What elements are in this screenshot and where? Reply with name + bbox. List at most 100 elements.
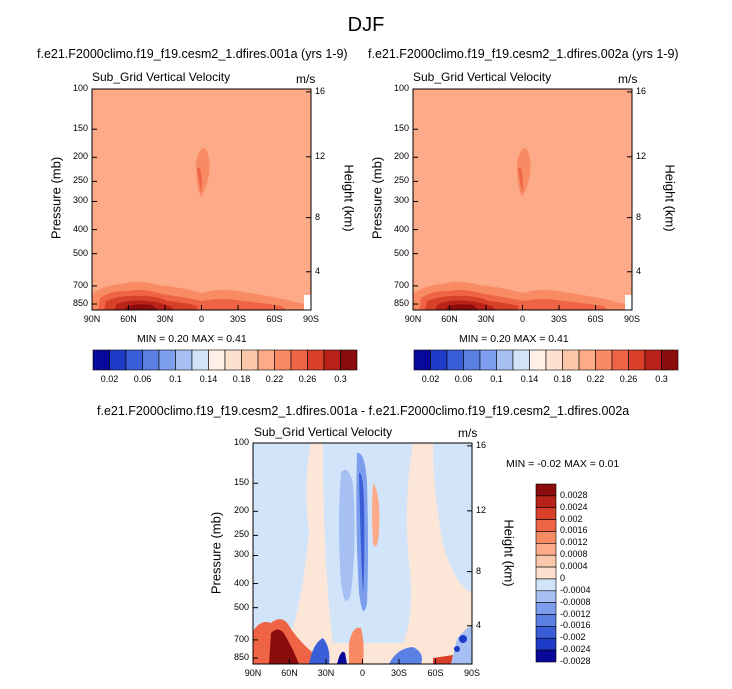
topography-mask	[304, 295, 311, 310]
y2-tick-label: 8	[476, 565, 482, 576]
y-tick-label: 300	[233, 549, 249, 560]
colorbar-swatch	[175, 349, 193, 371]
y2-tick-label: 8	[315, 211, 321, 222]
colorbar-label: -0.0016	[560, 620, 591, 631]
x-tick-label: 60N	[281, 668, 298, 678]
colorbar-swatch	[578, 349, 596, 371]
colorbar-swatch	[535, 566, 557, 580]
colorbar-swatch	[446, 349, 464, 371]
y-tick-label: 100	[393, 83, 409, 93]
x-tick-label: 60N	[441, 314, 458, 324]
y-tick-label: 850	[393, 298, 409, 309]
x-tick-label: 30N	[156, 314, 174, 324]
contour-region	[372, 483, 380, 547]
contour-region	[451, 625, 472, 664]
y-tick-label: 850	[233, 652, 249, 663]
colorbar-label: 0.06	[454, 374, 473, 384]
colorbar-label: 0.22	[265, 374, 284, 384]
x-tick-label: 0	[359, 668, 365, 678]
colorbar-swatch	[158, 349, 176, 371]
colorbar-swatch	[430, 349, 448, 371]
colorbar-label: -0.0012	[560, 608, 591, 619]
colorbar-label: 0.18	[232, 374, 251, 384]
contour-region	[337, 651, 347, 664]
colorbar-swatch	[274, 349, 292, 371]
x-tick-label: 60S	[587, 314, 604, 324]
field-background	[92, 89, 311, 310]
figure-title: DJF	[347, 14, 385, 36]
colorbar-swatch	[224, 349, 242, 371]
panel3-contour-plot	[252, 442, 473, 665]
panel1-units-label: m/s	[296, 72, 316, 86]
colorbar-swatch	[535, 578, 557, 592]
contour-region	[339, 469, 355, 601]
contour-region	[454, 646, 460, 652]
x-tick-label: 90N	[83, 314, 101, 324]
colorbar-label: 0.14	[520, 374, 539, 384]
colorbar-swatch	[562, 349, 580, 371]
colorbar-swatch	[512, 349, 530, 371]
contour-region	[253, 443, 311, 635]
panel1-case-title: f.e21.F2000climo.f19_f19.cesm2_1.dfires.…	[37, 47, 348, 61]
panel2-case-title: f.e21.F2000climo.f19_f19.cesm2_1.dfires.…	[368, 47, 679, 61]
panel3-minmax: MIN = -0.02 MAX = 0.01	[506, 458, 620, 470]
x-tick-label: 30S	[390, 668, 407, 678]
y-tick-label: 200	[233, 505, 249, 516]
y-tick-label: 150	[393, 123, 409, 134]
panel2-contour-plot	[412, 88, 633, 311]
x-tick-label: 60S	[427, 668, 444, 678]
y2-tick-label: 4	[315, 265, 321, 276]
y-tick-label: 400	[72, 223, 88, 234]
colorbar-swatch	[535, 649, 557, 663]
y-tick-label: 100	[233, 437, 249, 447]
colorbar-swatch	[535, 495, 557, 509]
colorbar-swatch	[595, 349, 613, 371]
y2-tick-label: 16	[476, 439, 487, 450]
diff-colorbar	[535, 483, 557, 663]
topography-mask	[625, 295, 632, 310]
colorbar-swatch	[290, 349, 308, 371]
colorbar-label: -0.0024	[560, 644, 591, 655]
colorbar-swatch	[241, 349, 259, 371]
contour-region	[518, 167, 523, 193]
colorbar	[413, 349, 679, 371]
colorbar-swatch	[323, 349, 341, 371]
colorbar	[92, 349, 358, 371]
y2-tick-label: 4	[636, 265, 642, 276]
y-tick-label: 700	[233, 633, 249, 644]
panel1-variable-label: Sub_Grid Vertical Velocity	[92, 70, 231, 84]
colorbar-label: 0.1	[490, 374, 503, 384]
colorbar-swatch	[628, 349, 646, 371]
colorbar-label: 0	[560, 572, 566, 583]
colorbar-label: 0.26	[298, 374, 317, 384]
contour-region	[433, 443, 472, 593]
panel3-variable-label: Sub_Grid Vertical Velocity	[254, 425, 393, 439]
contour-region	[359, 472, 365, 593]
colorbar-swatch	[535, 531, 557, 544]
y-tick-label: 500	[233, 601, 249, 612]
y-tick-label: 400	[393, 223, 409, 234]
y2-tick-label: 12	[636, 150, 647, 161]
y2-tick-label: 16	[315, 85, 326, 96]
y-tick-label: 250	[72, 175, 88, 186]
colorbar-label: 0.06	[133, 374, 152, 384]
colorbar-swatch	[463, 349, 481, 371]
x-tick-label: 60N	[120, 314, 137, 324]
panel3-y2-axis-label: Height (km)	[501, 519, 517, 587]
y-tick-label: 500	[72, 247, 88, 258]
colorbar-swatch	[208, 349, 226, 371]
colorbar-label: 0.02	[100, 374, 119, 384]
colorbar-label: 0.22	[586, 374, 605, 384]
y-tick-label: 250	[393, 175, 409, 186]
colorbar-swatch	[535, 626, 557, 639]
colorbar-swatch	[535, 590, 557, 603]
panel3-case-title: f.e21.F2000climo.f19_f19.cesm2_1.dfires.…	[97, 404, 630, 418]
colorbar-label: 0.0028	[560, 489, 588, 500]
colorbar-swatch	[535, 507, 557, 520]
panel1-contour-plot	[91, 88, 312, 311]
x-tick-label: 90S	[463, 668, 480, 678]
colorbar-swatch	[479, 349, 497, 371]
colorbar-swatch	[644, 349, 662, 371]
colorbar-label: 0.0016	[560, 525, 588, 536]
colorbar-label: 0.0024	[560, 501, 588, 512]
